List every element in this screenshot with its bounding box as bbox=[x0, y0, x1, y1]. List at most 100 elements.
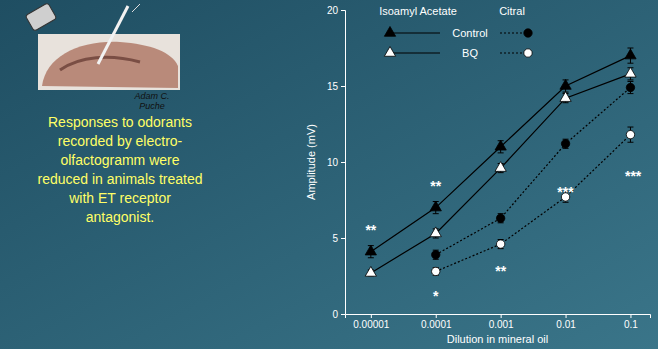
error-bar-cap bbox=[563, 202, 569, 203]
y-tick-label: 15 bbox=[327, 81, 339, 92]
x-tick-mark bbox=[436, 314, 437, 318]
y-tick: 10 bbox=[327, 157, 345, 168]
error-bar-cap bbox=[627, 93, 633, 94]
legend-group: Isoamyl Acetate bbox=[379, 5, 457, 17]
y-tick-mark bbox=[341, 10, 345, 11]
y-tick-mark bbox=[341, 86, 345, 87]
data-point bbox=[432, 267, 440, 275]
description: antagonist. bbox=[86, 209, 155, 225]
significance: * bbox=[433, 288, 439, 304]
x-tick: 0.001 bbox=[489, 314, 514, 330]
data-point bbox=[496, 240, 504, 248]
description: reduced in animals treated bbox=[38, 171, 203, 187]
legend-group: Citral bbox=[499, 5, 525, 17]
y-tick-label: 20 bbox=[327, 5, 339, 16]
background bbox=[0, 0, 658, 349]
data-point bbox=[432, 251, 440, 259]
data-point bbox=[626, 83, 634, 91]
y-tick: 15 bbox=[327, 81, 345, 92]
x-tick: 0.01 bbox=[556, 314, 576, 330]
data-point bbox=[495, 162, 506, 172]
data-point bbox=[430, 227, 441, 237]
data-point bbox=[561, 140, 569, 148]
photo bbox=[25, 3, 180, 90]
data-point bbox=[625, 67, 636, 77]
data-point bbox=[560, 92, 571, 102]
x-tick-label: 0.001 bbox=[489, 319, 514, 330]
significance: ** bbox=[365, 222, 376, 238]
x-tick: 0.1 bbox=[624, 314, 638, 330]
legend-line bbox=[390, 52, 440, 53]
data-point bbox=[365, 245, 376, 255]
data-point bbox=[365, 266, 376, 276]
series-line bbox=[371, 56, 631, 252]
data-point bbox=[430, 201, 441, 211]
legend-marker bbox=[384, 46, 395, 56]
legend-line bbox=[390, 32, 440, 33]
photo-credit: Adam C. bbox=[133, 91, 169, 101]
x-tick-mark bbox=[630, 314, 631, 318]
error-bar-cap bbox=[433, 238, 439, 239]
error-bar-cap bbox=[627, 63, 633, 64]
legend-label: BQ bbox=[462, 47, 478, 59]
data-point bbox=[560, 79, 571, 89]
significance: ** bbox=[495, 263, 506, 279]
y-axis: 0 5 10 15 20 bbox=[327, 5, 346, 320]
odor-tube bbox=[25, 3, 57, 32]
x-tick: 0.00001 bbox=[353, 314, 390, 330]
data-point bbox=[496, 214, 504, 222]
description: olfactogramm were bbox=[60, 152, 179, 168]
error-bar-cap bbox=[627, 79, 633, 80]
x-tick: 0.0001 bbox=[421, 314, 452, 330]
error-bar-cap bbox=[627, 81, 633, 82]
series-line bbox=[436, 88, 631, 255]
y-tick-mark bbox=[341, 238, 345, 239]
x-tick-mark bbox=[501, 314, 502, 318]
y-axis-line bbox=[341, 11, 346, 315]
error-bar-cap bbox=[627, 127, 633, 128]
electrode bbox=[98, 6, 128, 64]
x-axis-line bbox=[346, 315, 651, 319]
series-line bbox=[371, 74, 631, 273]
error-bar-cap bbox=[498, 172, 504, 173]
y-tick-mark bbox=[341, 162, 345, 163]
x-tick-label: 0.01 bbox=[556, 319, 576, 330]
photo-credit: Puche bbox=[139, 101, 165, 111]
data-point bbox=[495, 140, 506, 150]
y-tick-label: 10 bbox=[327, 157, 339, 168]
legend-marker bbox=[524, 29, 532, 37]
description: recorded by electro- bbox=[58, 133, 183, 149]
x-tick-label: 0.00001 bbox=[353, 319, 390, 330]
x-tick-mark bbox=[371, 314, 372, 318]
error-bar-cap bbox=[627, 142, 633, 143]
y-tick: 20 bbox=[327, 5, 345, 16]
error-bar-cap bbox=[433, 213, 439, 214]
y-tick-label: 0 bbox=[332, 309, 338, 320]
error-bar-cap bbox=[563, 102, 569, 103]
ground-wire bbox=[132, 4, 140, 12]
series-line bbox=[436, 135, 631, 272]
y-tick-mark bbox=[341, 314, 345, 315]
error-bar-cap bbox=[368, 257, 374, 258]
data-point bbox=[626, 130, 634, 138]
x-tick-label: 0.0001 bbox=[421, 319, 452, 330]
x-tick-mark bbox=[566, 314, 567, 318]
x-tick-label: 0.1 bbox=[624, 319, 638, 330]
legend: Isoamyl Acetate Citral Control BQ bbox=[379, 5, 532, 59]
data-point bbox=[625, 49, 636, 59]
x-axis: 0.00001 0.0001 0.001 0.01 0.1 bbox=[346, 314, 651, 330]
significance: *** bbox=[625, 168, 642, 184]
y-axis-title: Amplitude (mV) bbox=[305, 124, 317, 200]
y-tick-label: 5 bbox=[332, 233, 338, 244]
x-axis-title: Dilution in mineral oil bbox=[447, 333, 549, 345]
legend-marker bbox=[524, 49, 532, 57]
significance: ** bbox=[430, 178, 441, 194]
significance: *** bbox=[557, 184, 574, 200]
y-tick: 0 bbox=[332, 309, 345, 320]
error-bar-cap bbox=[498, 152, 504, 153]
slide: Adam C.PucheResponses to odorantsrecorde… bbox=[0, 0, 658, 349]
description: with ET receptor bbox=[68, 190, 171, 206]
legend-marker bbox=[384, 26, 395, 36]
legend-label: Control bbox=[452, 27, 487, 39]
y-tick: 5 bbox=[332, 233, 345, 244]
